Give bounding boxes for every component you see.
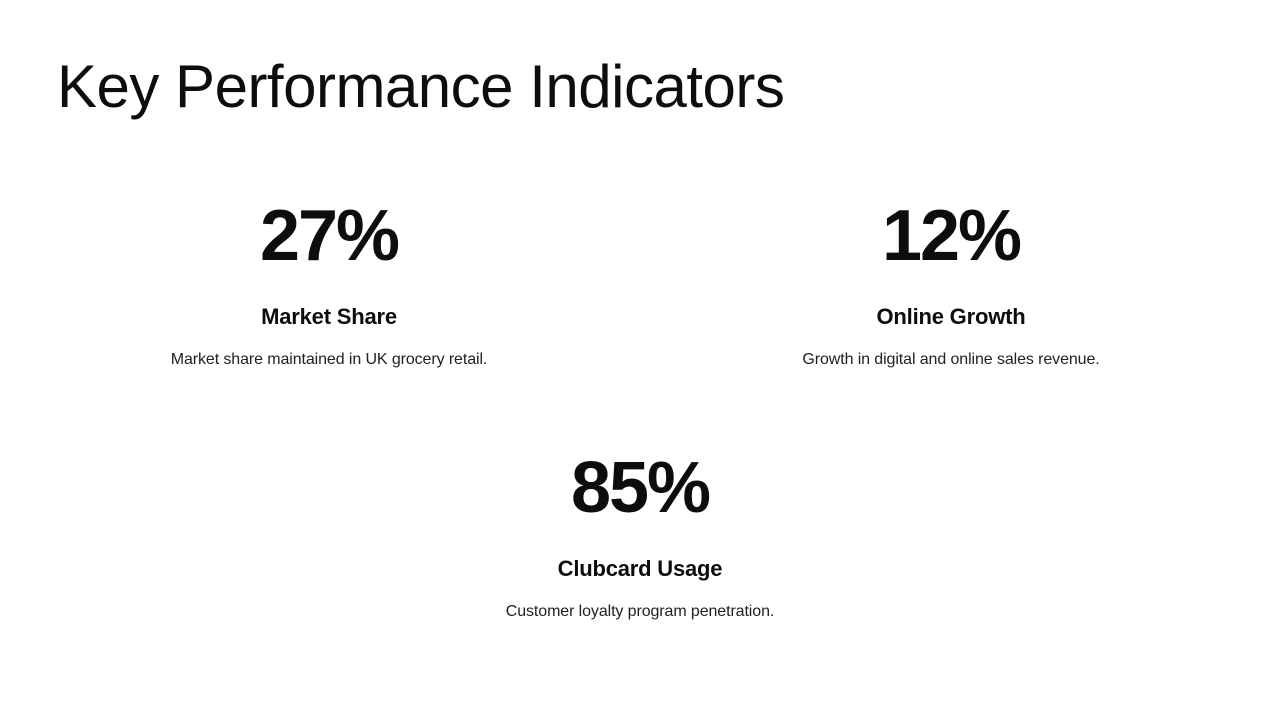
kpi-description-market-share: Market share maintained in UK grocery re… [170,351,488,369]
kpi-card-online-growth: 12% Online Growth Growth in digital and … [640,200,1262,370]
kpi-label-online-growth: Online Growth [876,304,1026,329]
kpi-card-clubcard-usage: 85% Clubcard Usage Customer loyalty prog… [18,452,1262,622]
kpi-grid: 27% Market Share Market share maintained… [18,200,1262,621]
kpi-label-clubcard-usage: Clubcard Usage [557,555,723,581]
kpi-label-market-share: Market Share [261,304,397,329]
kpi-value-online-growth: 12% [881,196,1022,276]
page-title: Key Performance Indicators [57,53,785,120]
kpi-description-clubcard-usage: Customer loyalty program penetration. [505,602,775,620]
kpi-card-market-share: 27% Market Share Market share maintained… [18,200,640,370]
kpi-value-market-share: 27% [259,196,400,276]
kpi-description-online-growth: Growth in digital and online sales reven… [802,351,1100,369]
kpi-value-clubcard-usage: 85% [570,447,711,528]
